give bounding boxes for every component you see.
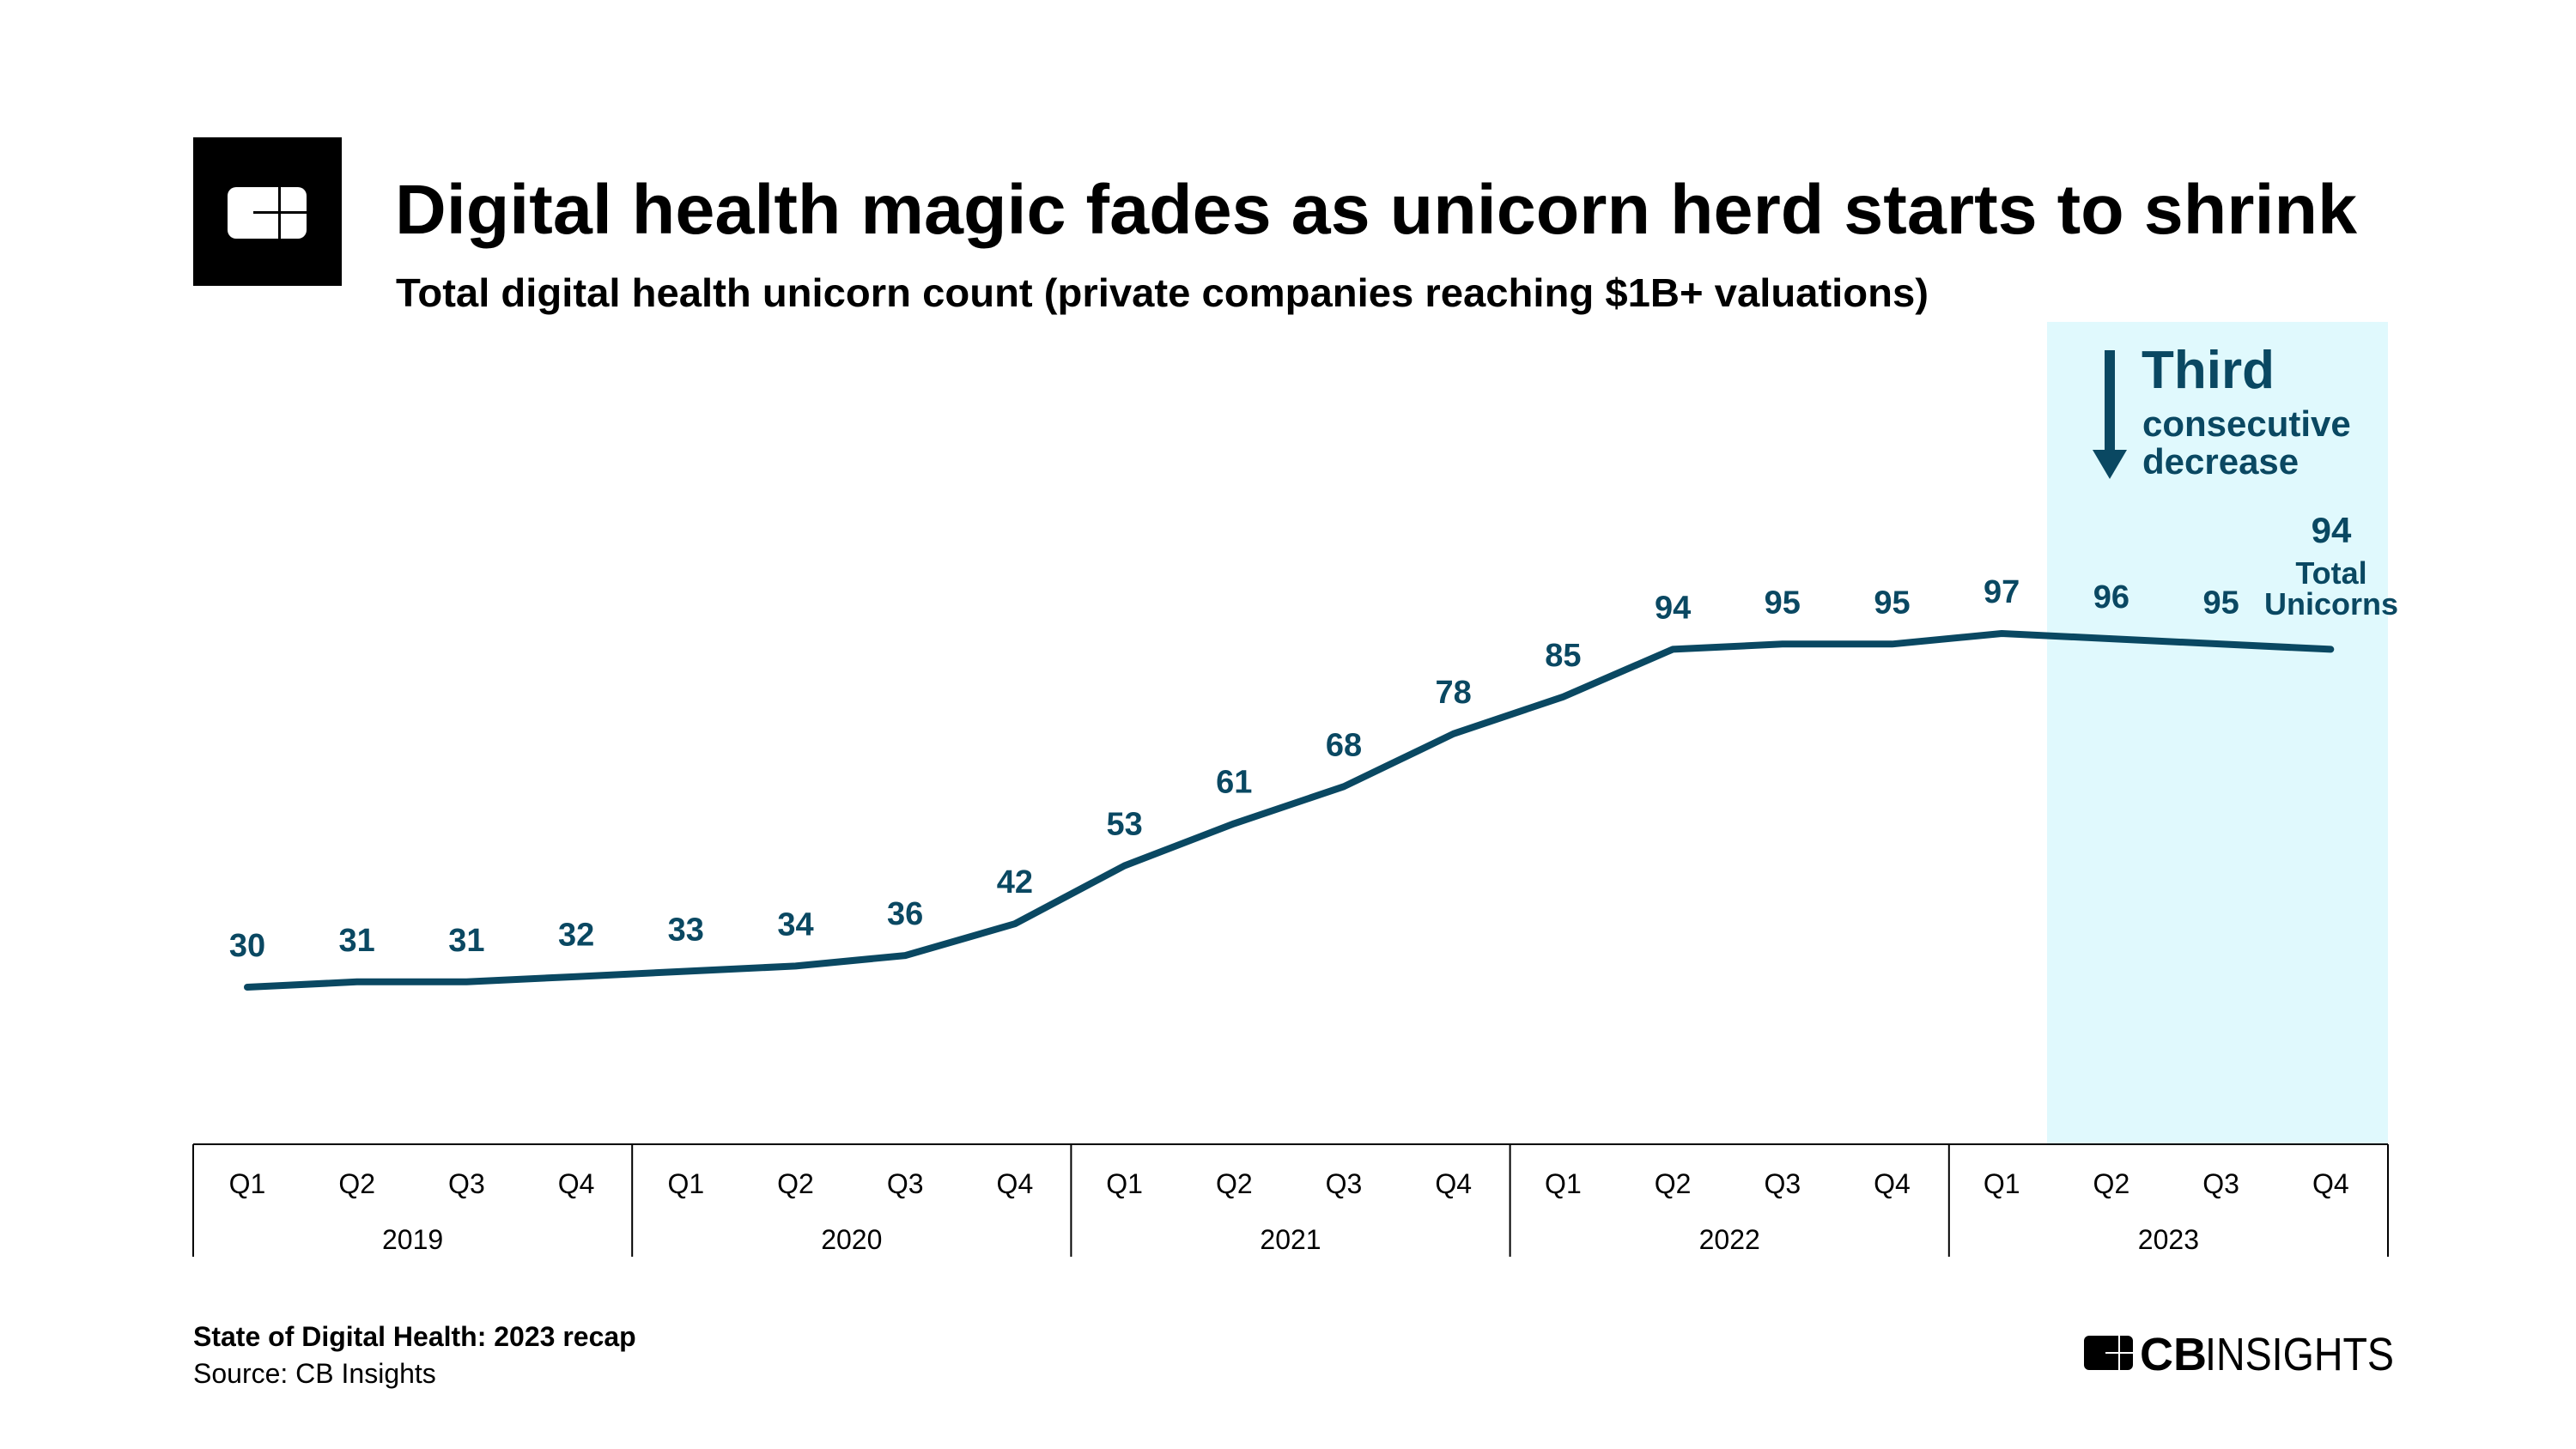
quarter-label: Q4 xyxy=(2312,1168,2349,1199)
series-line xyxy=(244,630,2335,991)
data-label: 32 xyxy=(558,918,594,954)
data-label: 53 xyxy=(1106,807,1142,843)
data-label: 95 xyxy=(2202,585,2239,621)
cb-insights-logo: CB INSIGHTS xyxy=(2084,1329,2394,1380)
cb-logo xyxy=(193,137,342,286)
annotation-headline: Third xyxy=(2142,341,2275,400)
year-label: 2019 xyxy=(382,1224,443,1255)
x-axis: 2019 Q1 Q2 Q3 Q4 2020 Q1 Q2 Q3 Q4 2021 Q1 Q2 Q3 Q4 2022… xyxy=(192,1143,2389,1257)
down-arrow-icon xyxy=(2093,350,2127,479)
quarter-label: Q3 xyxy=(448,1168,485,1199)
year-label: 2022 xyxy=(1699,1224,1760,1255)
year-label: 2021 xyxy=(1260,1224,1321,1255)
quarter-label: Q2 xyxy=(1216,1168,1253,1199)
data-label: 97 xyxy=(1984,574,2020,610)
data-label: 68 xyxy=(1326,727,1362,763)
quarter-label: Q1 xyxy=(1984,1168,2020,1199)
data-label: 78 xyxy=(1436,675,1472,711)
annotation-line1: consecutive xyxy=(2142,403,2351,444)
data-label: 31 xyxy=(448,923,484,959)
quarter-label: Q1 xyxy=(229,1168,266,1199)
quarter-label: Q2 xyxy=(777,1168,814,1199)
quarter-label: Q2 xyxy=(338,1168,375,1199)
quarter-label: Q1 xyxy=(1106,1168,1143,1199)
data-label: 34 xyxy=(777,906,813,943)
end-label-line2: Unicorns xyxy=(2264,586,2398,621)
data-label: 31 xyxy=(339,923,375,959)
quarter-label: Q1 xyxy=(667,1168,704,1199)
quarter-label: Q3 xyxy=(1764,1168,1801,1199)
quarter-label: Q4 xyxy=(1874,1168,1911,1199)
end-label-value: 94 xyxy=(2312,510,2352,550)
brand-bold: CB xyxy=(2140,1329,2207,1380)
data-label: 96 xyxy=(2093,579,2129,615)
quarter-label: Q4 xyxy=(558,1168,595,1199)
annotation-line2: decrease xyxy=(2142,441,2299,482)
page-title: Digital health magic fades as unicorn he… xyxy=(395,171,2357,249)
data-label: 95 xyxy=(1874,585,1910,621)
data-label: 42 xyxy=(997,864,1033,900)
year-label: 2020 xyxy=(821,1224,882,1255)
quarter-label: Q2 xyxy=(1655,1168,1692,1199)
data-label: 33 xyxy=(668,912,704,949)
brand-light: INSIGHTS xyxy=(2205,1329,2394,1380)
quarter-label: Q3 xyxy=(887,1168,924,1199)
footer-source: Source: CB Insights xyxy=(193,1358,436,1389)
data-label: 61 xyxy=(1216,764,1252,800)
data-label: 36 xyxy=(887,896,923,932)
data-label: 85 xyxy=(1545,638,1581,674)
quarter-label: Q3 xyxy=(2202,1168,2239,1199)
quarter-label: Q4 xyxy=(1435,1168,1472,1199)
data-label: 95 xyxy=(1765,585,1801,621)
data-label: 30 xyxy=(229,928,265,964)
quarter-label: Q3 xyxy=(1326,1168,1363,1199)
quarter-label: Q1 xyxy=(1545,1168,1582,1199)
data-label: 94 xyxy=(1655,590,1691,626)
end-label-line1: Total xyxy=(2295,555,2366,591)
quarter-label: Q4 xyxy=(997,1168,1034,1199)
quarter-label: Q2 xyxy=(2093,1168,2130,1199)
year-label: 2023 xyxy=(2138,1224,2199,1255)
footer-report: State of Digital Health: 2023 recap xyxy=(193,1321,636,1352)
page-subtitle: Total digital health unicorn count (priv… xyxy=(396,270,1929,315)
